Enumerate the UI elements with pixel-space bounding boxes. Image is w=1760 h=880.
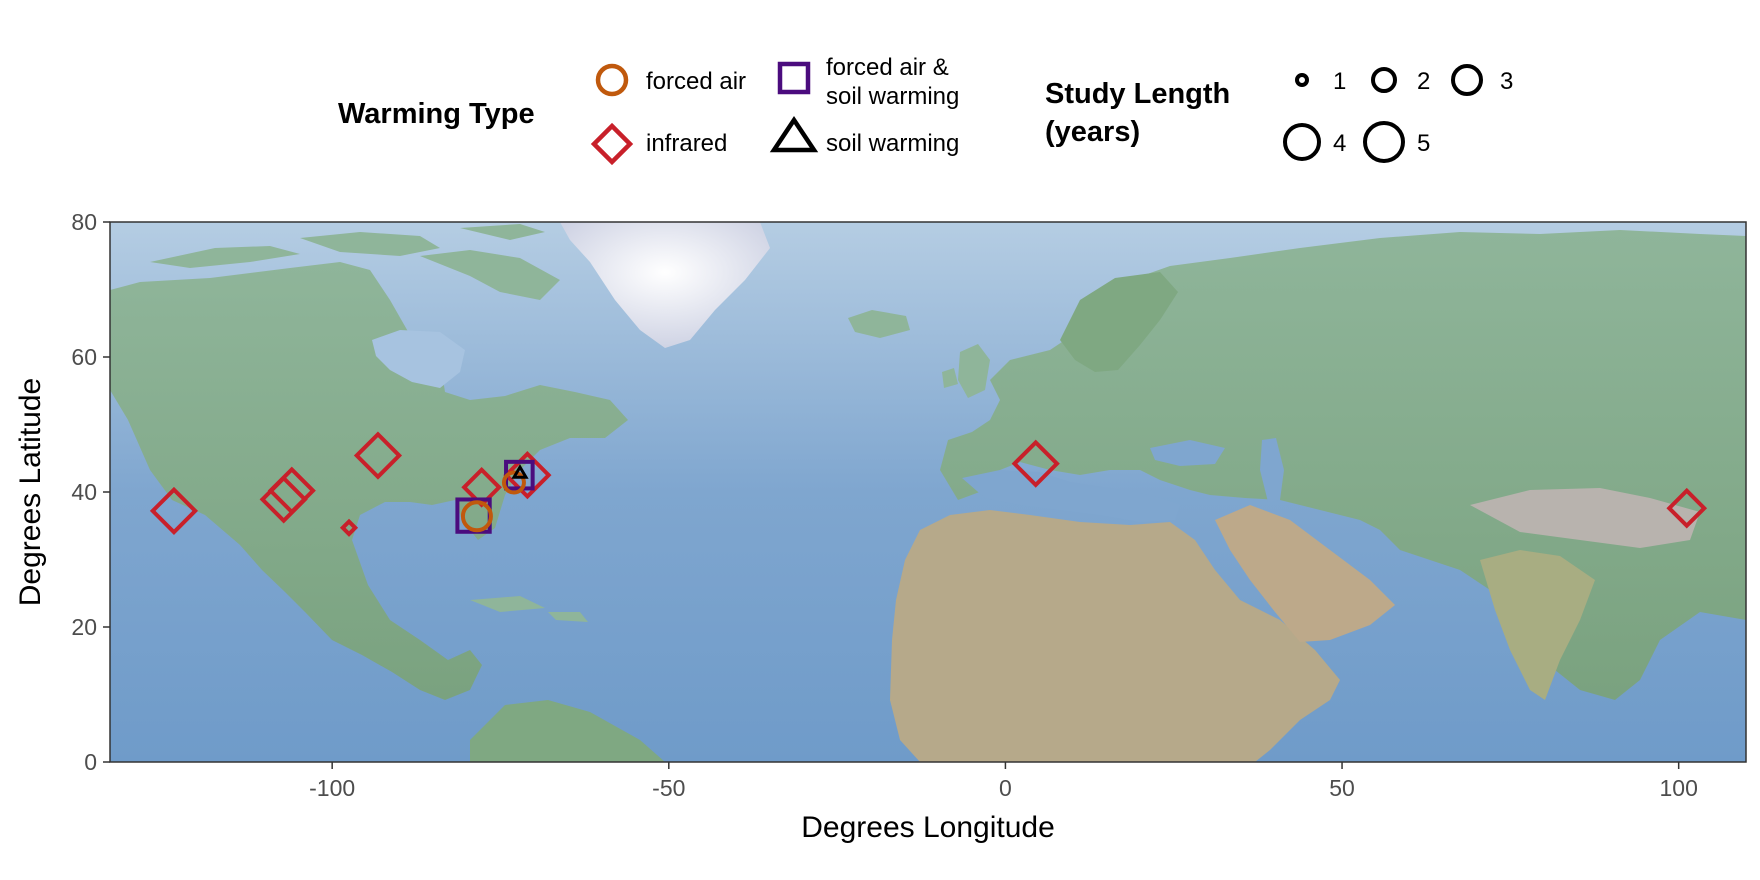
legend-type-title: Warming Type [338, 98, 535, 130]
legend-size-label-4: 4 [1333, 130, 1346, 157]
africa-landmass [890, 510, 1340, 762]
y-tick-label: 80 [71, 209, 97, 235]
y-tick-label: 60 [71, 344, 97, 370]
forced-air-key-icon [595, 63, 629, 97]
site-marker-forced-air [501, 470, 526, 495]
study-site-markers [149, 431, 1708, 537]
x-tick-label: -100 [309, 775, 355, 801]
legend-label-soil-warming: soil warming [826, 130, 959, 157]
black-sea [1150, 440, 1225, 466]
legend-size-label-3: 3 [1500, 68, 1513, 95]
infrared-key-icon [590, 122, 634, 166]
map-panel [110, 222, 1746, 762]
size-5-key-icon [1363, 121, 1405, 163]
site-marker-soil [511, 464, 529, 479]
arabian-peninsula [1215, 505, 1395, 642]
site-marker-infrared [1011, 439, 1060, 488]
y-tick-label: 20 [71, 614, 97, 640]
british-isles [942, 344, 990, 398]
legend-size-1: 1 [1295, 68, 1346, 95]
hudson-bay [372, 330, 465, 388]
y-tick-label: 0 [84, 749, 97, 775]
y-tick-label: 40 [71, 479, 97, 505]
legend-label-infrared: infrared [646, 130, 727, 157]
legend-size-4: 4 [1283, 123, 1346, 161]
site-marker-forced-air [460, 500, 493, 533]
legend-item-infrared: infrared [590, 122, 727, 166]
x-axis-label: Degrees Longitude [801, 811, 1055, 844]
arctic-islands [150, 224, 560, 300]
caspian-sea [1260, 438, 1284, 502]
size-3-key-icon [1451, 64, 1483, 96]
site-marker-infrared [353, 431, 403, 480]
north-america-landmass [110, 262, 628, 700]
mediterranean-sea [962, 470, 1180, 522]
y-axis-label: Degrees Latitude [14, 378, 47, 607]
scandinavia [1060, 272, 1178, 372]
south-america-landmass [470, 700, 665, 762]
site-marker-infrared [339, 518, 359, 537]
size-1-key-icon [1295, 73, 1309, 87]
legend-size-title: Study Length (years) [1045, 78, 1238, 148]
legend-size-label-2: 2 [1417, 68, 1430, 95]
legend-size-2: 2 [1371, 67, 1430, 95]
caribbean-islands [470, 596, 588, 622]
site-marker-infrared [503, 451, 552, 500]
x-tick-label: -50 [652, 775, 685, 801]
soil-warming-key-icon [769, 115, 819, 153]
x-axis: -100 -50 0 50 100 [309, 762, 1698, 801]
tibetan-plateau [1470, 488, 1700, 548]
legend-item-soil-warming: soil warming [769, 115, 959, 157]
size-2-key-icon [1371, 67, 1397, 93]
site-marker-infrared [267, 466, 316, 515]
indian-subcontinent [1480, 550, 1595, 700]
legend-label-forced-air-soil: forced air & soil warming [826, 54, 959, 110]
legend-size-label-5: 5 [1417, 130, 1430, 157]
legend-item-forced-air: forced air [595, 63, 746, 97]
x-tick-label: 0 [999, 775, 1012, 801]
legend-size-label-1: 1 [1333, 68, 1346, 95]
legend-size-3: 3 [1451, 64, 1513, 96]
y-axis: 0 20 40 60 80 [71, 209, 110, 775]
legend-item-forced-air-soil: forced air & soil warming [777, 54, 959, 110]
forced-air-soil-key-icon [777, 61, 811, 95]
x-tick-label: 100 [1659, 775, 1697, 801]
iceland [848, 310, 910, 338]
x-tick-label: 50 [1329, 775, 1355, 801]
legend-label-forced-air: forced air [646, 68, 746, 95]
size-4-key-icon [1283, 123, 1321, 161]
greenland [560, 222, 770, 348]
site-marker-infrared [149, 486, 199, 535]
legend: Warming Type forced air forced air & soi… [338, 54, 1513, 166]
site-marker-infrared [1666, 487, 1708, 529]
legend-size-5: 5 [1363, 121, 1430, 163]
